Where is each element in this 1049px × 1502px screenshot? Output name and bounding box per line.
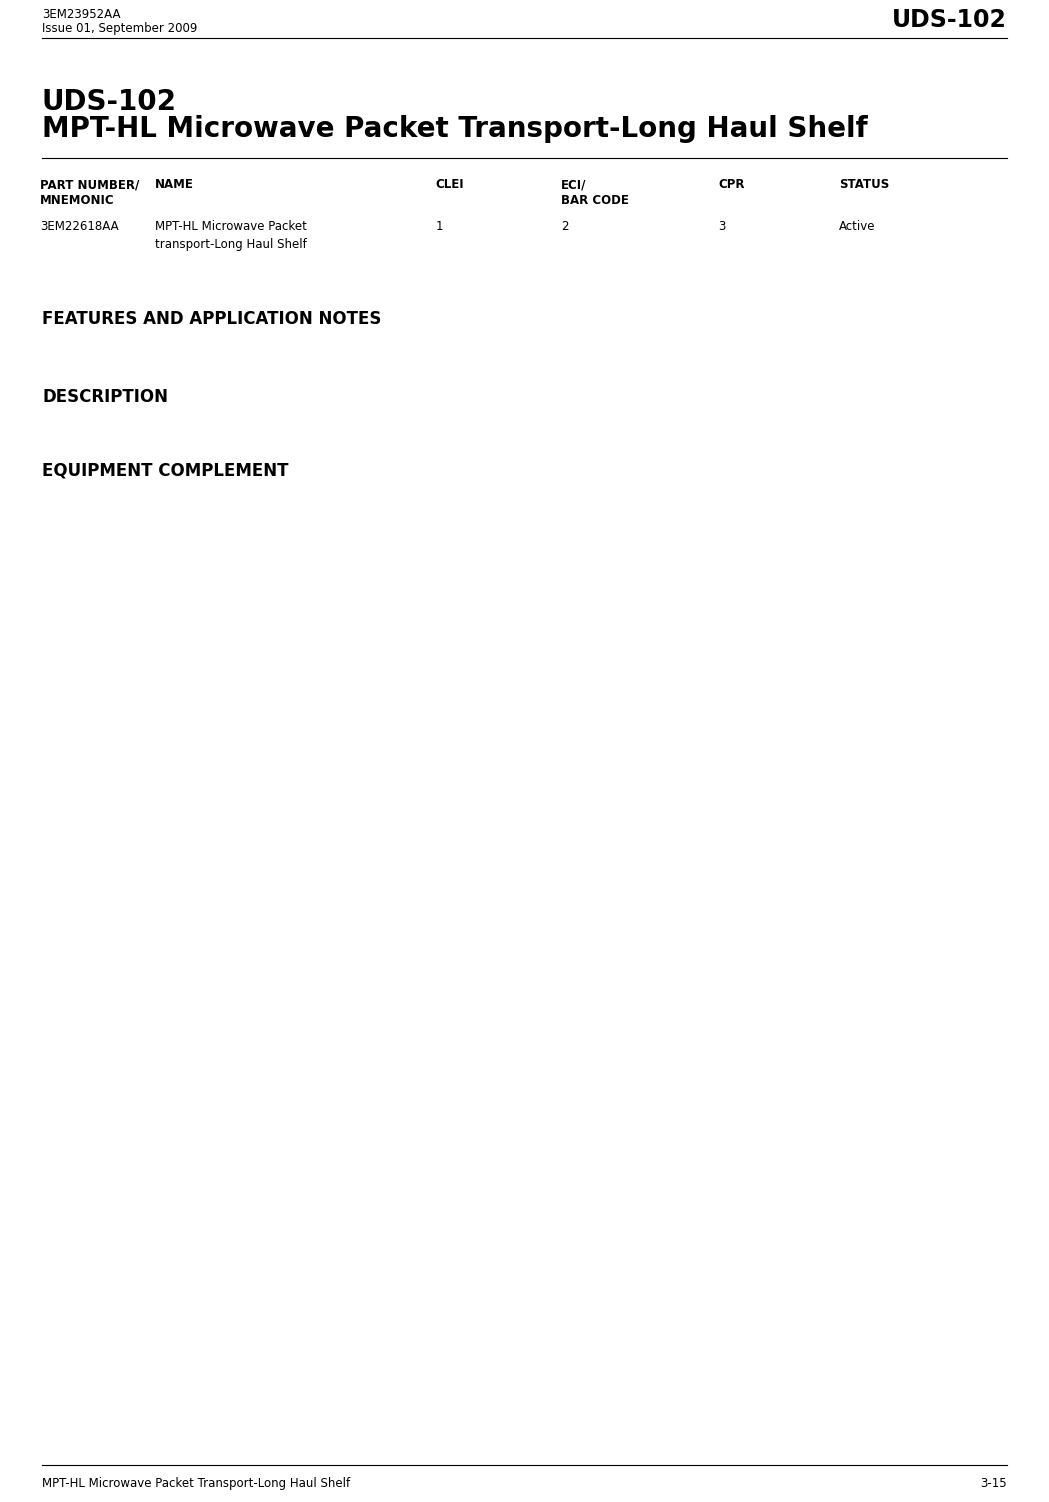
Text: MPT-HL Microwave Packet: MPT-HL Microwave Packet xyxy=(155,219,307,233)
Text: UDS-102: UDS-102 xyxy=(892,8,1007,32)
Text: STATUS: STATUS xyxy=(839,179,890,191)
Text: EQUIPMENT COMPLEMENT: EQUIPMENT COMPLEMENT xyxy=(42,463,288,481)
Text: ECI/: ECI/ xyxy=(561,179,586,191)
Text: UDS-102: UDS-102 xyxy=(42,89,177,116)
Text: Active: Active xyxy=(839,219,876,233)
Text: transport-Long Haul Shelf: transport-Long Haul Shelf xyxy=(155,237,307,251)
Text: 3: 3 xyxy=(719,219,726,233)
Text: Issue 01, September 2009: Issue 01, September 2009 xyxy=(42,23,197,35)
Text: BAR CODE: BAR CODE xyxy=(561,194,629,207)
Text: PART NUMBER/: PART NUMBER/ xyxy=(40,179,140,191)
Text: MPT-HL Microwave Packet Transport-Long Haul Shelf: MPT-HL Microwave Packet Transport-Long H… xyxy=(42,1476,350,1490)
Text: CPR: CPR xyxy=(719,179,745,191)
Text: 2: 2 xyxy=(561,219,569,233)
Text: MNEMONIC: MNEMONIC xyxy=(40,194,114,207)
Text: MPT-HL Microwave Packet Transport-Long Haul Shelf: MPT-HL Microwave Packet Transport-Long H… xyxy=(42,116,868,143)
Text: 3-15: 3-15 xyxy=(981,1476,1007,1490)
Text: FEATURES AND APPLICATION NOTES: FEATURES AND APPLICATION NOTES xyxy=(42,309,382,327)
Text: 3EM22618AA: 3EM22618AA xyxy=(40,219,119,233)
Text: CLEI: CLEI xyxy=(435,179,464,191)
Text: NAME: NAME xyxy=(155,179,194,191)
Text: 3EM23952AA: 3EM23952AA xyxy=(42,8,121,21)
Text: DESCRIPTION: DESCRIPTION xyxy=(42,388,168,406)
Text: 1: 1 xyxy=(435,219,443,233)
